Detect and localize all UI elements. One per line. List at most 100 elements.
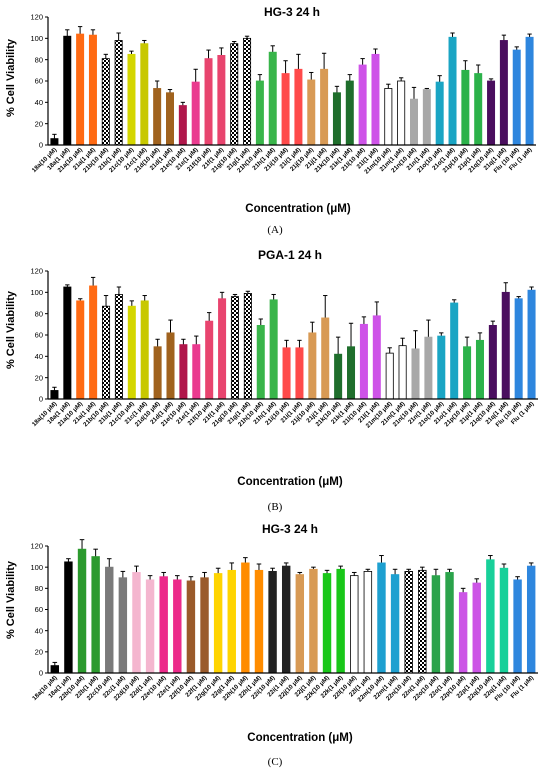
panel-a-bar <box>435 81 444 146</box>
panel-c-bar <box>295 574 305 674</box>
panel-a-bar <box>268 51 277 146</box>
panel-b: PGA-1 24 h % Cell Viability Concentratio… <box>5 248 538 513</box>
panel-b-bar <box>102 305 111 400</box>
panel-b-bar <box>385 352 394 400</box>
panel-c-ytick-label: 0 <box>39 669 43 678</box>
panel-a-bar <box>499 40 508 146</box>
panel-c-bar <box>377 562 386 674</box>
panel-b-bar <box>359 323 368 400</box>
panel-b-ytick-label: 60 <box>35 331 43 340</box>
panel-a-bar <box>191 81 200 146</box>
panel-c-bar <box>64 561 73 674</box>
panel-a-bar <box>371 53 380 146</box>
panel-c-bar <box>486 559 495 674</box>
panel-c: HG-3 24 h % Cell Viability Concentration… <box>5 522 538 768</box>
panel-a-bar <box>217 55 226 146</box>
panel-a-bar <box>384 88 393 146</box>
panel-c-bar <box>458 592 468 674</box>
panel-a-bar <box>153 88 162 146</box>
panel-b-bar <box>89 285 98 400</box>
panel-c-bar <box>186 580 196 674</box>
panel-c-bar <box>350 575 359 674</box>
panel-a-bar <box>448 36 457 146</box>
panel-b-bar <box>179 344 188 400</box>
panel-c-ylabel: % Cell Viability <box>5 560 17 639</box>
panel-a-bar <box>474 73 483 146</box>
panel-a-bar <box>76 33 85 146</box>
panel-a-bar <box>487 80 496 146</box>
panel-c-bar <box>322 573 332 674</box>
panel-a-bar <box>294 68 303 146</box>
panel-b-bar <box>282 347 291 400</box>
panel-a-bar <box>397 80 406 146</box>
panel-c-xlabel: Concentration (μM) <box>247 732 353 744</box>
panel-c-ytick-label: 60 <box>35 605 43 614</box>
panel-a-bar <box>230 43 239 146</box>
panel-b-xlabel: Concentration (μM) <box>237 476 343 488</box>
panel-c-bar <box>363 571 373 674</box>
panel-b-bar <box>243 292 252 400</box>
panel-c-bar <box>404 571 413 674</box>
panel-c-ytick-label: 40 <box>35 626 43 635</box>
panel-b-ytick-label: 40 <box>35 352 43 361</box>
panel-a-bar <box>140 43 149 146</box>
panel-b-bar <box>295 347 304 400</box>
panel-c-bar <box>431 575 441 674</box>
panel-c-bar <box>281 565 291 674</box>
panel-a-bar <box>204 58 213 146</box>
panel-c-ytick-label: 20 <box>35 647 43 656</box>
panel-c-label: (C) <box>268 756 283 768</box>
panel-c-bar <box>159 576 168 674</box>
panel-a-ytick-label: 40 <box>35 98 43 107</box>
panel-a-ytick-label: 80 <box>35 55 43 64</box>
panel-b-bar <box>514 298 523 400</box>
panel-c-bar <box>132 572 141 674</box>
panel-b-bar <box>488 324 497 400</box>
panel-a-bar <box>422 89 431 146</box>
panel-a-ylabel: % Cell Viability <box>5 38 17 117</box>
panel-b-bar <box>334 353 343 400</box>
panel-b-bar <box>166 332 175 400</box>
panel-b-bar <box>321 317 330 400</box>
panel-a-bar <box>281 73 290 146</box>
panel-b-bar <box>501 291 510 400</box>
panel-b-bar <box>347 346 356 400</box>
panel-b-bar <box>192 344 201 400</box>
panel-c-bar <box>418 569 427 674</box>
panel-b-title: PGA-1 24 h <box>258 248 322 262</box>
panel-a-bar <box>320 68 329 146</box>
panel-a: HG-3 24 h % Cell Viability Concentration… <box>5 5 536 236</box>
panel-b-bar <box>50 390 59 400</box>
panel-c-ytick-label: 120 <box>30 542 43 551</box>
panel-b-bar <box>140 300 149 400</box>
panel-a-bar <box>178 105 187 146</box>
panel-b-ytick-label: 20 <box>35 373 43 382</box>
panel-b-ytick-label: 120 <box>30 267 43 276</box>
panel-a-bar <box>50 138 59 146</box>
panel-c-bar <box>50 665 60 674</box>
panel-b-bar <box>63 286 72 400</box>
panel-b-bar <box>256 324 265 400</box>
panel-a-bar <box>307 79 316 146</box>
panel-a-bar <box>512 49 521 146</box>
panel-a-title: HG-3 24 h <box>264 5 320 19</box>
panel-b-bar <box>398 345 407 400</box>
panel-b-bar <box>230 296 239 400</box>
panel-b-bar <box>127 305 136 400</box>
panel-a-bar <box>88 34 97 146</box>
panel-a-bar <box>525 36 534 146</box>
panel-c-bar <box>390 574 400 674</box>
panel-a-bar <box>332 92 341 146</box>
panel-b-bar <box>269 299 278 400</box>
panel-a-bar <box>243 37 252 146</box>
panel-a-ytick-label: 60 <box>35 77 43 86</box>
panel-a-bar <box>345 80 354 146</box>
panel-b-ytick-label: 0 <box>39 395 43 404</box>
panel-c-bar <box>91 556 100 674</box>
panel-c-bar <box>173 579 182 674</box>
panel-c-bar <box>227 569 236 674</box>
panel-c-bar <box>268 571 277 674</box>
panel-c-bar <box>241 562 250 674</box>
panel-b-ytick-label: 100 <box>30 288 43 297</box>
